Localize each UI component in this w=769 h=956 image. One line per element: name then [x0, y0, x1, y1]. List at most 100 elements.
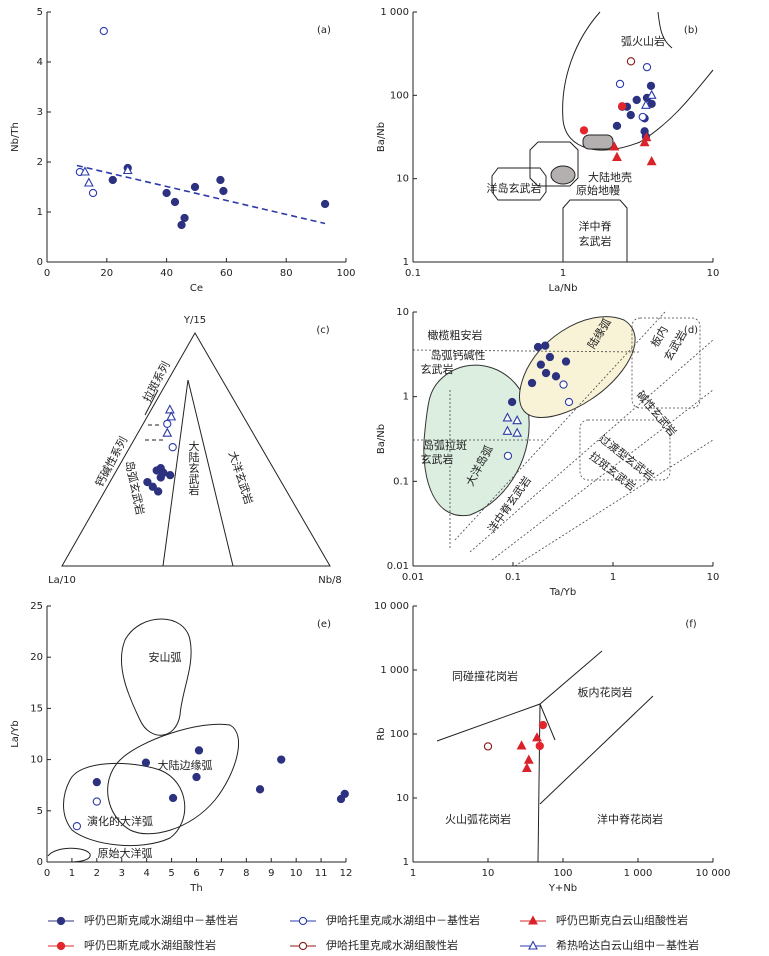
x-tick-label: 11 [315, 868, 328, 879]
data-point [108, 175, 117, 185]
arrow [144, 389, 159, 416]
x-tick-label: 100 [336, 268, 355, 279]
data-point [541, 341, 550, 350]
field-label: 大陆边缘弧 [158, 758, 213, 772]
x-axis-label: Y+Nb [548, 883, 577, 894]
x-tick-label: 1 [69, 868, 75, 879]
data-point [579, 126, 589, 135]
data-point [194, 746, 204, 755]
x-tick-label: 1 [560, 268, 566, 279]
legend-marker [528, 915, 538, 925]
data-point [180, 213, 189, 223]
data-point [502, 412, 513, 422]
x-tick-label: 10 000 [696, 868, 731, 879]
data-point [551, 372, 561, 381]
data-point [152, 466, 161, 475]
panel-label: (a) [317, 25, 331, 36]
data-point [561, 357, 571, 366]
data-point [148, 482, 157, 491]
x-tick-label: 1 [410, 868, 416, 879]
data-point [156, 473, 165, 482]
data-point [512, 427, 523, 437]
continental-arc-field [519, 316, 636, 418]
legend-marker [56, 941, 66, 951]
panel-label: (d) [684, 325, 698, 336]
x-tick-label: 4 [143, 868, 149, 879]
field-label: 原始地幔 [576, 183, 620, 197]
data-point [92, 797, 101, 806]
field-label: 洋中脊花岗岩 [597, 812, 663, 826]
field-label: 大洋玄武岩 [226, 449, 256, 506]
field-boundary [162, 379, 234, 567]
data-point [564, 397, 574, 407]
x-tick-label: 2 [94, 868, 100, 879]
data-point [216, 175, 225, 185]
legend-label: 呼仍巴斯克咸水湖组中－基性岩 [84, 913, 238, 927]
y-tick-label: 25 [30, 601, 43, 612]
data-point [541, 368, 551, 378]
y-tick-label: 1 000 [380, 7, 409, 18]
field-label: 火山弧花岗岩 [445, 812, 511, 826]
ternary-frame [61, 331, 331, 567]
data-point [166, 411, 177, 421]
x-tick-label: 8 [243, 868, 249, 879]
field-label: 玄武岩 [421, 452, 454, 466]
panel-label: (c) [316, 325, 329, 336]
data-point [527, 378, 537, 388]
y-tick-label: 100 [390, 729, 409, 740]
data-point [642, 62, 652, 72]
field-label: 大陆地壳 [588, 170, 632, 184]
field-boundary [657, 11, 673, 49]
data-point [503, 451, 513, 460]
field-label: 碱性玄武岩 [634, 388, 680, 439]
field-label: 板内花岗岩 [578, 685, 633, 699]
data-point [170, 197, 180, 207]
data-point [164, 404, 175, 414]
data-point [545, 352, 555, 362]
field-boundary [412, 311, 714, 567]
field-label: 大陆玄武岩 [187, 439, 200, 496]
data-point [165, 470, 175, 480]
x-tick-label: 0 [44, 868, 50, 879]
field-label: 演化的大洋弧 [87, 814, 153, 828]
y-axis-label: Nb/Th [10, 122, 21, 152]
x-tick-label: 0 [44, 268, 50, 279]
y-tick-label: 10 [396, 307, 409, 318]
y-axis-label: La/Yb [10, 720, 21, 748]
x-tick-label: 10 [482, 868, 495, 879]
data-point [162, 427, 173, 437]
field-label: 洋岛玄武岩 [487, 181, 542, 195]
data-point [626, 110, 635, 120]
field-label: 弧火山岩 [621, 34, 665, 48]
y-tick-label: 10 [396, 793, 409, 804]
legend-label: 呼仍巴斯克白云山组酸性岩 [556, 913, 688, 927]
x-tick-label: 7 [218, 868, 224, 879]
panel-label: (f) [685, 619, 696, 630]
legend-label: 希热哈达白云山组中－基性岩 [556, 938, 699, 952]
field-label: 洋中脊 [579, 219, 612, 233]
legend-label: 呼仍巴斯克咸水湖组酸性岩 [84, 938, 216, 952]
panel-label: (b) [684, 25, 698, 36]
x-tick-label: 80 [280, 268, 293, 279]
evolved-arc-field [63, 763, 186, 847]
data-point [646, 155, 657, 166]
x-tick-label: 5 [168, 868, 174, 879]
data-point [122, 164, 133, 175]
data-point [612, 151, 622, 161]
data-point [609, 141, 620, 151]
data-point [502, 425, 513, 435]
data-point [538, 720, 548, 730]
legend-label: 伊哈托里克咸水湖组中－基性岩 [326, 913, 480, 927]
legend-marker [56, 916, 66, 926]
legend-marker [298, 916, 308, 926]
y-tick-label: 15 [30, 703, 43, 714]
data-point [536, 360, 546, 369]
data-point [88, 188, 98, 198]
data-point [532, 732, 542, 742]
y-axis-label: Ba/Nb [376, 424, 387, 454]
x-tick-label: 10 [290, 868, 303, 879]
data-point [523, 754, 534, 764]
x-tick-label: 0.01 [402, 572, 424, 583]
vertex-label: Y/15 [183, 315, 206, 326]
x-tick-label: 3 [119, 868, 125, 879]
